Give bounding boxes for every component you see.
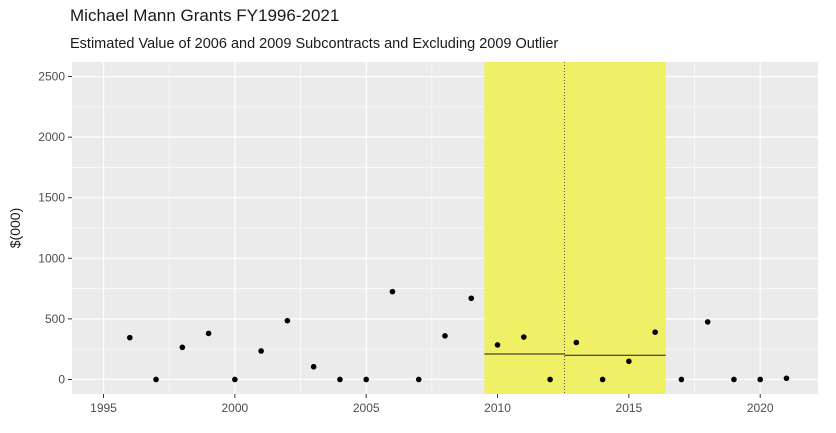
data-point	[389, 288, 396, 295]
data-point	[126, 334, 133, 341]
data-point	[232, 376, 238, 383]
x-tick-label: 2010	[484, 401, 511, 415]
data-point	[415, 376, 422, 383]
data-point	[678, 376, 685, 383]
mean-segments	[484, 353, 666, 356]
data-point	[521, 334, 527, 340]
data-point	[599, 376, 606, 383]
y-tick-label: 1500	[38, 191, 65, 205]
data-point	[258, 348, 264, 354]
data-point	[337, 376, 343, 383]
data-point	[205, 330, 212, 337]
x-tick-label: 2020	[747, 401, 774, 415]
y-tick-label: 2000	[38, 130, 65, 144]
y-axis-label: $(000)	[7, 208, 23, 248]
data-point	[442, 333, 448, 339]
x-tick-label: 2015	[616, 401, 643, 415]
data-point	[494, 342, 501, 348]
y-tick-label: 500	[45, 312, 65, 326]
data-points	[126, 288, 790, 383]
x-tick-label: 2005	[353, 401, 380, 415]
x-tick-label: 1995	[90, 401, 117, 415]
x-tick-label: 2000	[222, 401, 249, 415]
y-tick-label: 0	[58, 372, 65, 386]
x-axis-ticks: 1995 2000 2005 2010 2015 2020	[90, 394, 774, 415]
data-point	[284, 317, 291, 324]
data-point	[573, 339, 580, 346]
data-point	[626, 358, 632, 365]
data-point	[704, 319, 711, 325]
y-tick-label: 1000	[38, 251, 65, 265]
y-tick-label: 2500	[38, 70, 65, 84]
chart-subtitle: Estimated Value of 2006 and 2009 Subcont…	[70, 36, 559, 52]
major-grid	[72, 62, 818, 394]
data-point	[783, 375, 790, 382]
data-point	[468, 295, 475, 302]
data-point	[757, 376, 764, 383]
data-point	[731, 376, 737, 383]
y-axis-ticks: 0 500 1000 1500 2000 2500	[38, 70, 72, 386]
data-point	[310, 363, 317, 370]
data-point	[363, 376, 369, 383]
chart-title: Michael Mann Grants FY1996-2021	[70, 6, 340, 25]
data-point	[547, 376, 553, 383]
highlight-band	[484, 62, 666, 394]
data-point	[153, 376, 159, 383]
data-point	[652, 329, 658, 336]
data-point	[179, 344, 186, 351]
